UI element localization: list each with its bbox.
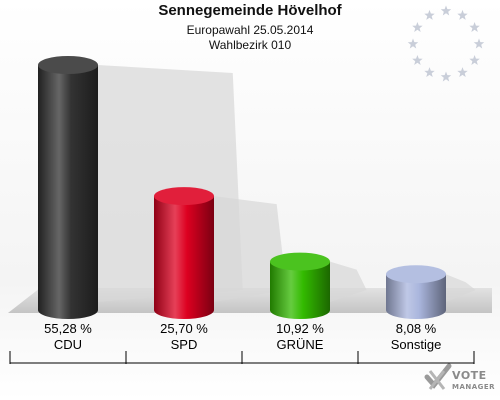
chart-title: Sennegemeinde Hövelhof	[158, 2, 342, 19]
vote-check-icon	[424, 363, 452, 390]
bar-spd	[154, 196, 214, 319]
bar-shadow	[214, 196, 287, 302]
eu-star-icon	[424, 67, 435, 78]
eu-star-icon	[469, 22, 480, 32]
eu-star-icon	[440, 5, 452, 16]
logo-text-manager: MANAGER	[452, 383, 496, 391]
bar-sonstige	[386, 274, 446, 319]
eu-star-icon	[412, 55, 423, 65]
bar-top-sonstige	[386, 265, 446, 284]
category-label-sonstige: Sonstige	[391, 337, 442, 352]
chart-subtitle-district: Wahlbezirk 010	[208, 38, 292, 52]
bar-top-spd	[154, 187, 214, 206]
category-label-cdu: CDU	[54, 337, 82, 352]
category-label-grüne: GRÜNE	[277, 337, 324, 352]
eu-star-icon	[424, 9, 435, 20]
category-label-spd: SPD	[171, 337, 198, 352]
eu-stars-icon	[407, 5, 485, 82]
value-label-cdu: 55,28 %	[44, 321, 92, 336]
eu-star-icon	[440, 71, 452, 82]
value-label-spd: 25,70 %	[160, 321, 208, 336]
eu-star-icon	[407, 38, 419, 49]
bar-shadow	[330, 261, 367, 302]
chart-subtitle-election: Europawahl 25.05.2014	[186, 23, 314, 37]
eu-star-icon	[469, 55, 480, 65]
bar-grüne	[270, 261, 330, 319]
bar-top-grüne	[270, 252, 330, 271]
bar-cdu	[38, 65, 98, 319]
bar-shadow	[446, 274, 476, 302]
logo-text-vote: VOTE	[452, 369, 487, 382]
eu-star-icon	[473, 38, 485, 49]
eu-star-icon	[412, 22, 423, 32]
bar-top-cdu	[38, 56, 98, 74]
value-label-sonstige: 8,08 %	[396, 321, 437, 336]
eu-star-icon	[457, 9, 468, 20]
value-label-grüne: 10,92 %	[276, 321, 324, 336]
eu-star-icon	[457, 67, 468, 78]
vote-manager-logo: VOTE MANAGER	[424, 363, 500, 399]
